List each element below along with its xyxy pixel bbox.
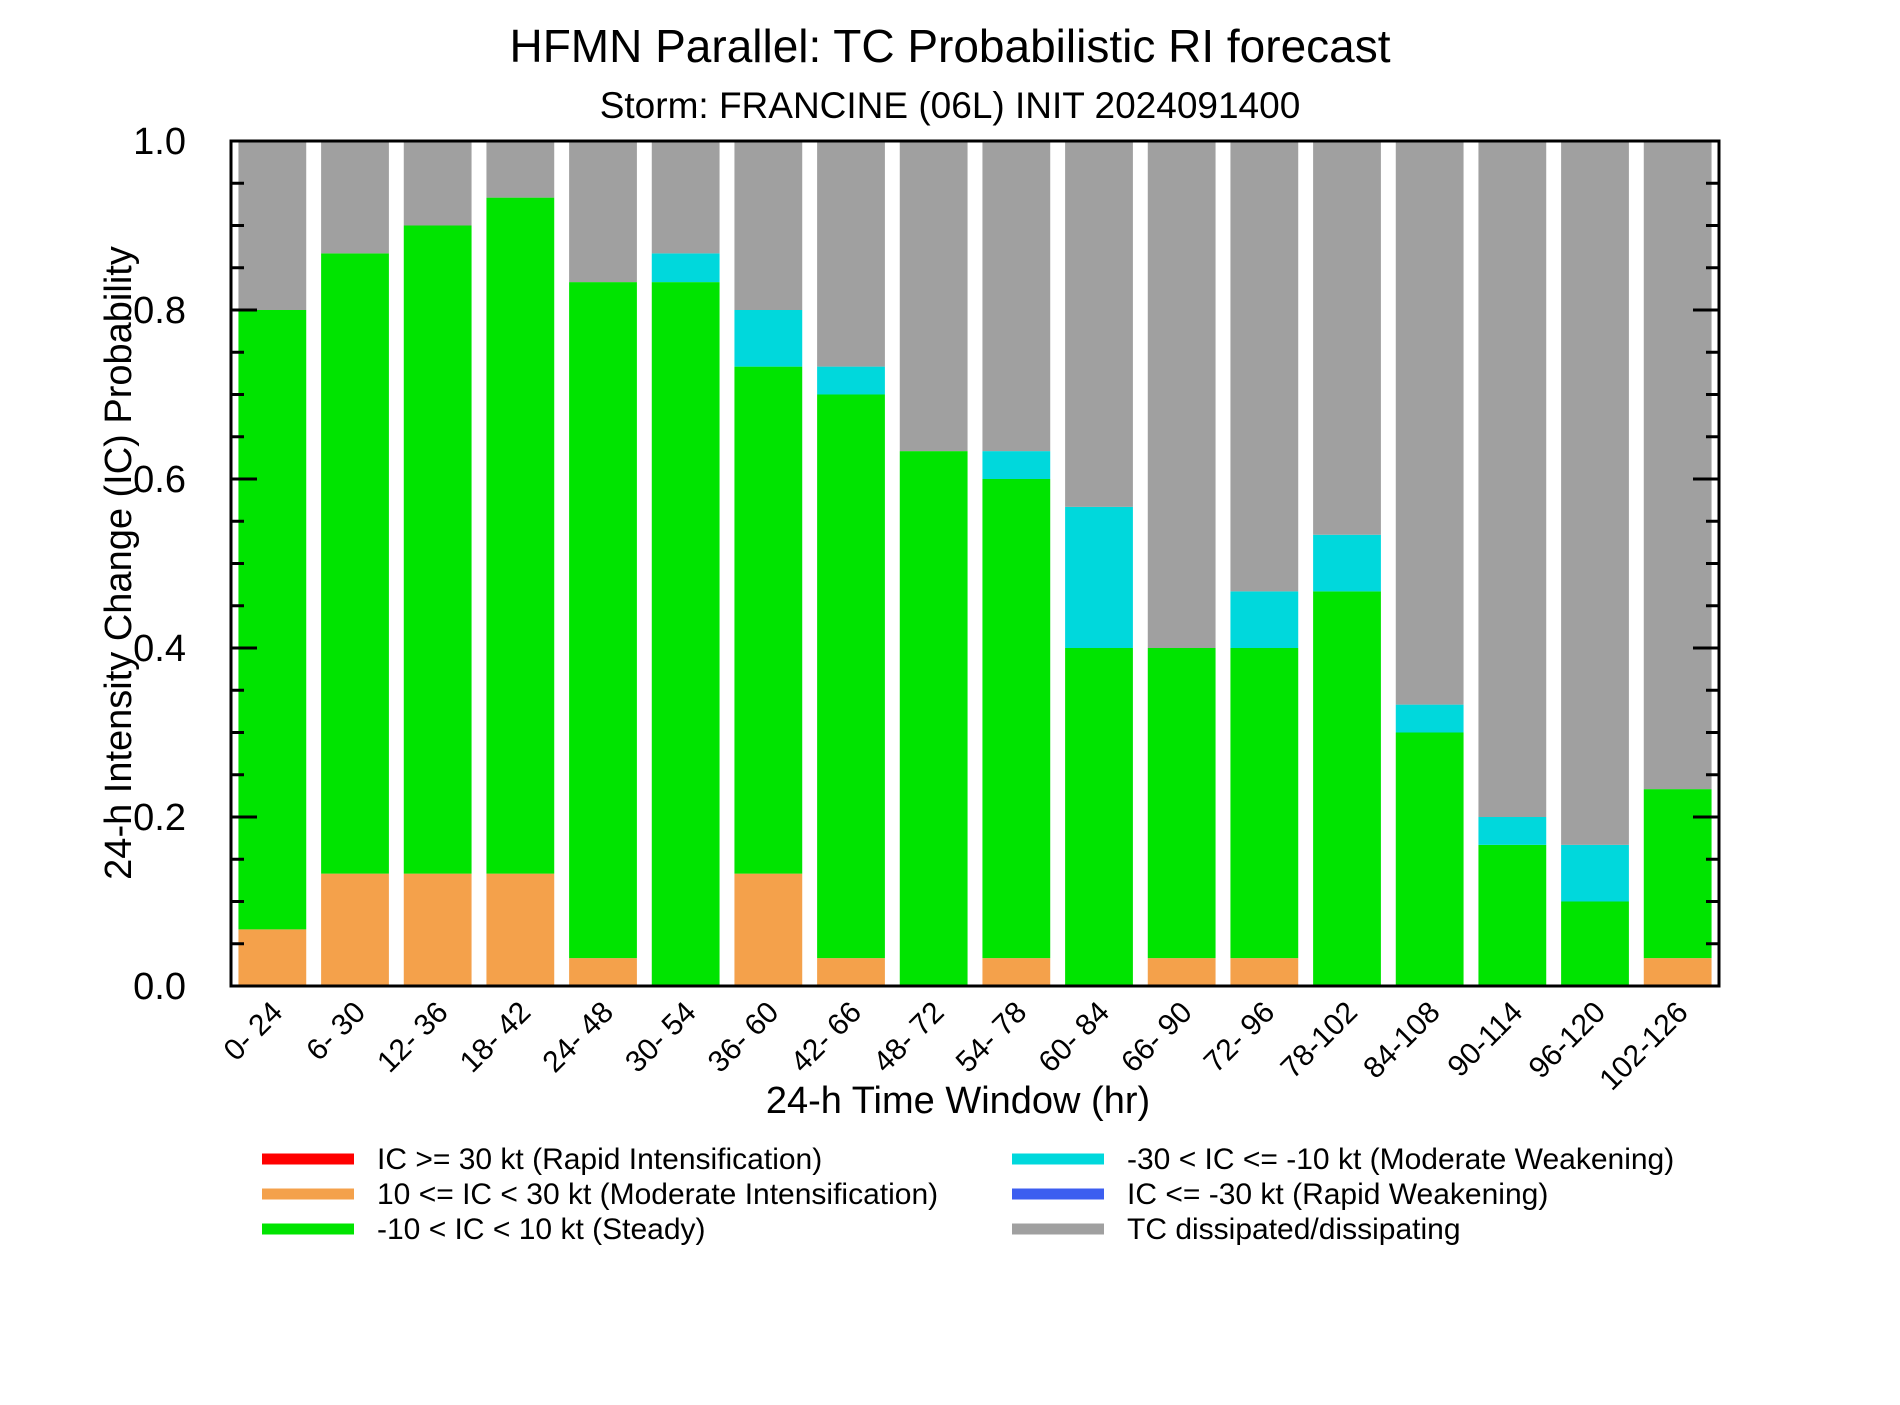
legend-label: TC dissipated/dissipating (1127, 1213, 1461, 1246)
bar-segment-1-3 (486, 873, 555, 986)
y-axis-label: 24-h Intensity Change (IC) Probability (98, 246, 140, 880)
x-tick-label: 36- 60 (702, 996, 785, 1079)
bar-segment-5-6 (734, 141, 803, 310)
x-tick-label: 90-114 (1441, 996, 1529, 1084)
x-tick-label: 30- 54 (619, 996, 702, 1079)
bar-segment-2-13 (1313, 591, 1381, 986)
x-tick-label: 84-108 (1357, 996, 1446, 1085)
bar-segment-5-7 (817, 141, 885, 367)
y-tick-label: 0.0 (133, 966, 186, 1008)
legend: IC >= 30 kt (Rapid Intensification)10 <=… (262, 1143, 1674, 1246)
bar-segment-1-11 (1147, 958, 1216, 986)
bar-segment-2-16 (1561, 901, 1629, 986)
x-tick-label: 60- 84 (1032, 996, 1115, 1079)
bar-segment-2-14 (1395, 732, 1464, 986)
bar-segment-5-11 (1147, 141, 1216, 648)
bar-segment-5-8 (899, 141, 968, 452)
bar-segment-2-2 (403, 225, 472, 874)
bar-segment-5-2 (403, 141, 472, 226)
bar-segment-5-16 (1561, 141, 1629, 845)
bar-segment-5-4 (569, 141, 637, 283)
bar-segment-5-9 (982, 141, 1051, 452)
bar-segment-3-13 (1313, 534, 1381, 592)
bar-segment-2-12 (1230, 648, 1299, 959)
bar-segment-1-7 (817, 958, 885, 986)
legend-label: 10 <= IC < 30 kt (Moderate Intensificati… (377, 1178, 938, 1211)
bar-segment-5-3 (486, 141, 555, 198)
bar-group (238, 140, 1712, 986)
bar-segment-1-12 (1230, 958, 1299, 986)
x-tick-label: 42- 66 (784, 996, 867, 1079)
bar-segment-5-13 (1313, 140, 1381, 535)
x-tick-label: 78-102 (1275, 996, 1364, 1085)
bar-segment-3-10 (1065, 506, 1133, 648)
y-tick-label: 0.2 (133, 797, 186, 839)
bar-segment-3-5 (651, 253, 720, 283)
bar-segment-5-15 (1478, 141, 1547, 817)
chart-title: HFMN Parallel: TC Probabilistic RI forec… (509, 20, 1390, 72)
bar-segment-5-0 (238, 141, 307, 310)
legend-label: IC <= -30 kt (Rapid Weakening) (1127, 1178, 1548, 1211)
bar-segment-3-14 (1395, 704, 1464, 733)
bar-segment-2-10 (1065, 648, 1133, 986)
bar-segment-2-6 (734, 366, 803, 874)
bar-segment-2-4 (569, 282, 637, 959)
bar-segment-2-0 (238, 310, 307, 930)
bar-segment-2-7 (817, 394, 885, 959)
legend-label: -30 < IC <= -10 kt (Moderate Weakening) (1127, 1143, 1674, 1176)
x-tick-label: 24- 48 (536, 996, 619, 1079)
bar-segment-5-5 (651, 141, 720, 254)
x-tick-label: 66- 90 (1115, 996, 1198, 1079)
bar-segment-5-14 (1395, 141, 1464, 705)
x-tick-label: 12- 36 (371, 996, 454, 1079)
bar-segment-3-7 (817, 366, 885, 395)
x-tick-label: 102-126 (1593, 996, 1694, 1097)
bar-segment-1-9 (982, 958, 1051, 986)
bar-segment-2-8 (899, 451, 968, 986)
bar-segment-1-2 (403, 873, 472, 986)
y-axis: 0.0 0.2 0.4 0.6 0.8 1.0 (133, 121, 1719, 1008)
bar-segment-1-4 (569, 958, 637, 986)
y-tick-label: 0.8 (133, 290, 186, 332)
chart-subtitle: Storm: FRANCINE (06L) INIT 2024091400 (600, 85, 1301, 126)
legend-label: IC >= 30 kt (Rapid Intensification) (377, 1143, 822, 1176)
bar-segment-2-11 (1147, 648, 1216, 959)
x-tick-label: 6- 30 (300, 996, 372, 1068)
bar-segment-2-1 (321, 253, 389, 874)
x-tick-label: 18- 42 (454, 996, 537, 1079)
y-tick-label: 0.6 (133, 459, 186, 501)
y-tick-label: 0.4 (133, 628, 186, 670)
bar-segment-5-12 (1230, 141, 1299, 592)
x-tick-label: 54- 78 (950, 996, 1033, 1079)
legend-label: -10 < IC < 10 kt (Steady) (377, 1213, 706, 1246)
bar-segment-1-6 (734, 873, 803, 986)
bar-segment-1-1 (321, 873, 389, 986)
bar-segment-3-6 (734, 310, 803, 367)
bar-segment-3-16 (1561, 844, 1629, 902)
y-tick-label: 1.0 (133, 121, 186, 163)
bar-segment-2-9 (982, 479, 1051, 959)
bar-segment-2-5 (651, 282, 720, 986)
bar-segment-5-1 (321, 141, 389, 254)
bar-segment-3-9 (982, 451, 1051, 479)
bar-segment-3-12 (1230, 591, 1299, 648)
bar-segment-5-10 (1065, 141, 1133, 507)
bar-segment-3-15 (1478, 817, 1547, 845)
x-tick-label: 72- 96 (1198, 996, 1281, 1079)
x-axis-label: 24-h Time Window (hr) (766, 1080, 1150, 1122)
bar-segment-1-17 (1643, 958, 1712, 986)
x-tick-label: 48- 72 (867, 996, 950, 1079)
bar-segment-2-15 (1478, 844, 1547, 986)
bar-segment-1-0 (238, 929, 307, 986)
bar-segment-5-17 (1643, 141, 1712, 790)
bar-segment-2-3 (486, 197, 555, 874)
bar-segment-2-17 (1643, 789, 1712, 959)
x-tick-label: 0- 24 (218, 996, 290, 1068)
